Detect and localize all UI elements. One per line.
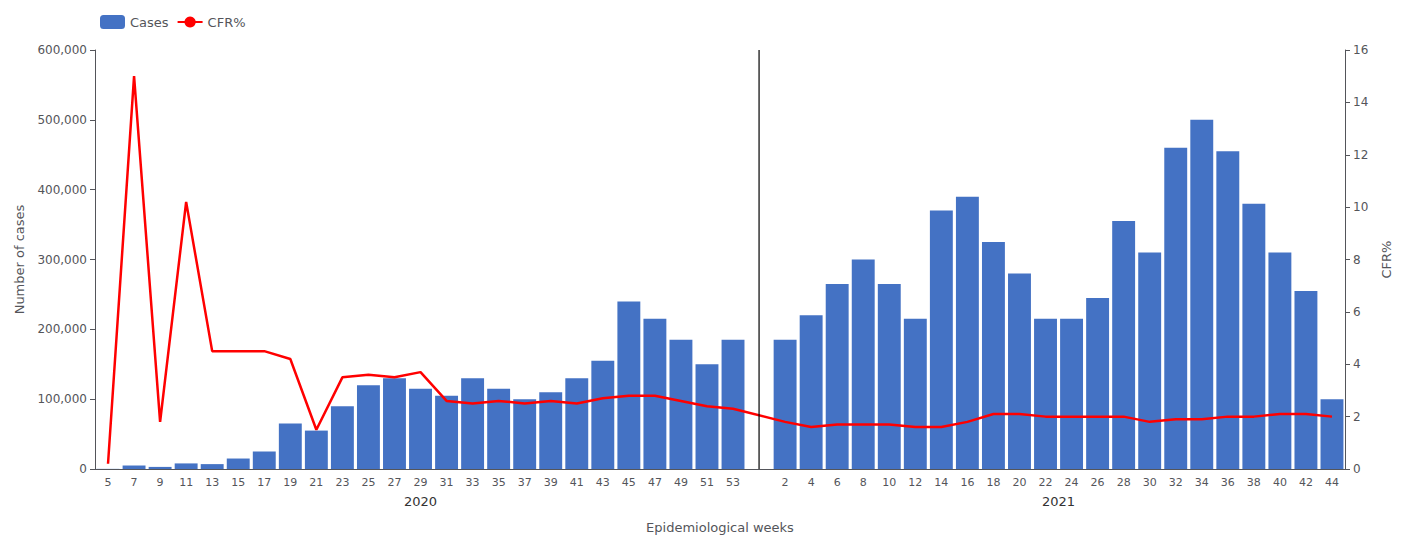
svg-text:23: 23 (335, 476, 349, 489)
svg-text:300,000: 300,000 (37, 253, 87, 267)
svg-text:25: 25 (361, 476, 375, 489)
svg-text:6: 6 (1353, 305, 1361, 319)
svg-text:CFR%: CFR% (1379, 241, 1394, 279)
svg-text:100,000: 100,000 (37, 392, 87, 406)
svg-text:17: 17 (257, 476, 271, 489)
svg-text:8: 8 (860, 476, 867, 489)
svg-text:11: 11 (179, 476, 193, 489)
svg-text:47: 47 (648, 476, 662, 489)
svg-text:34: 34 (1195, 476, 1209, 489)
svg-text:5: 5 (105, 476, 112, 489)
svg-text:2020: 2020 (404, 494, 437, 509)
svg-text:0: 0 (1353, 462, 1361, 476)
svg-text:2: 2 (1353, 410, 1361, 424)
svg-text:2021: 2021 (1042, 494, 1075, 509)
svg-text:500,000: 500,000 (37, 113, 87, 127)
svg-text:14: 14 (1353, 95, 1368, 109)
svg-text:Epidemiological weeks: Epidemiological weeks (646, 520, 794, 535)
svg-text:49: 49 (674, 476, 688, 489)
svg-text:43: 43 (596, 476, 610, 489)
svg-text:16: 16 (1353, 43, 1368, 57)
svg-text:7: 7 (131, 476, 138, 489)
svg-text:2: 2 (782, 476, 789, 489)
svg-text:8: 8 (1353, 253, 1361, 267)
svg-text:38: 38 (1247, 476, 1261, 489)
svg-text:53: 53 (726, 476, 740, 489)
svg-text:40: 40 (1273, 476, 1287, 489)
svg-text:41: 41 (570, 476, 584, 489)
svg-text:22: 22 (1039, 476, 1053, 489)
svg-text:600,000: 600,000 (37, 43, 87, 57)
svg-text:10: 10 (882, 476, 896, 489)
svg-text:29: 29 (414, 476, 428, 489)
svg-text:31: 31 (440, 476, 454, 489)
svg-text:18: 18 (986, 476, 1000, 489)
svg-text:12: 12 (1353, 148, 1368, 162)
svg-text:39: 39 (544, 476, 558, 489)
svg-text:44: 44 (1325, 476, 1339, 489)
svg-text:15: 15 (231, 476, 245, 489)
svg-text:Number of cases: Number of cases (12, 204, 27, 314)
svg-text:Cases: Cases (130, 15, 169, 30)
svg-text:42: 42 (1299, 476, 1313, 489)
svg-text:27: 27 (387, 476, 401, 489)
svg-text:10: 10 (1353, 200, 1368, 214)
svg-text:36: 36 (1221, 476, 1235, 489)
svg-text:9: 9 (157, 476, 164, 489)
svg-text:26: 26 (1091, 476, 1105, 489)
svg-text:37: 37 (518, 476, 532, 489)
svg-text:0: 0 (79, 462, 87, 476)
svg-text:21: 21 (309, 476, 323, 489)
svg-text:20: 20 (1012, 476, 1026, 489)
svg-text:32: 32 (1169, 476, 1183, 489)
svg-text:13: 13 (205, 476, 219, 489)
svg-text:CFR%: CFR% (208, 15, 246, 30)
svg-text:45: 45 (622, 476, 636, 489)
svg-text:4: 4 (808, 476, 815, 489)
svg-text:16: 16 (960, 476, 974, 489)
svg-text:24: 24 (1065, 476, 1079, 489)
svg-text:400,000: 400,000 (37, 183, 87, 197)
svg-text:30: 30 (1143, 476, 1157, 489)
svg-text:6: 6 (834, 476, 841, 489)
svg-text:200,000: 200,000 (37, 322, 87, 336)
svg-text:35: 35 (492, 476, 506, 489)
svg-text:28: 28 (1117, 476, 1131, 489)
svg-text:14: 14 (934, 476, 948, 489)
svg-text:33: 33 (466, 476, 480, 489)
svg-text:4: 4 (1353, 357, 1361, 371)
svg-text:51: 51 (700, 476, 714, 489)
svg-text:12: 12 (908, 476, 922, 489)
svg-text:19: 19 (283, 476, 297, 489)
